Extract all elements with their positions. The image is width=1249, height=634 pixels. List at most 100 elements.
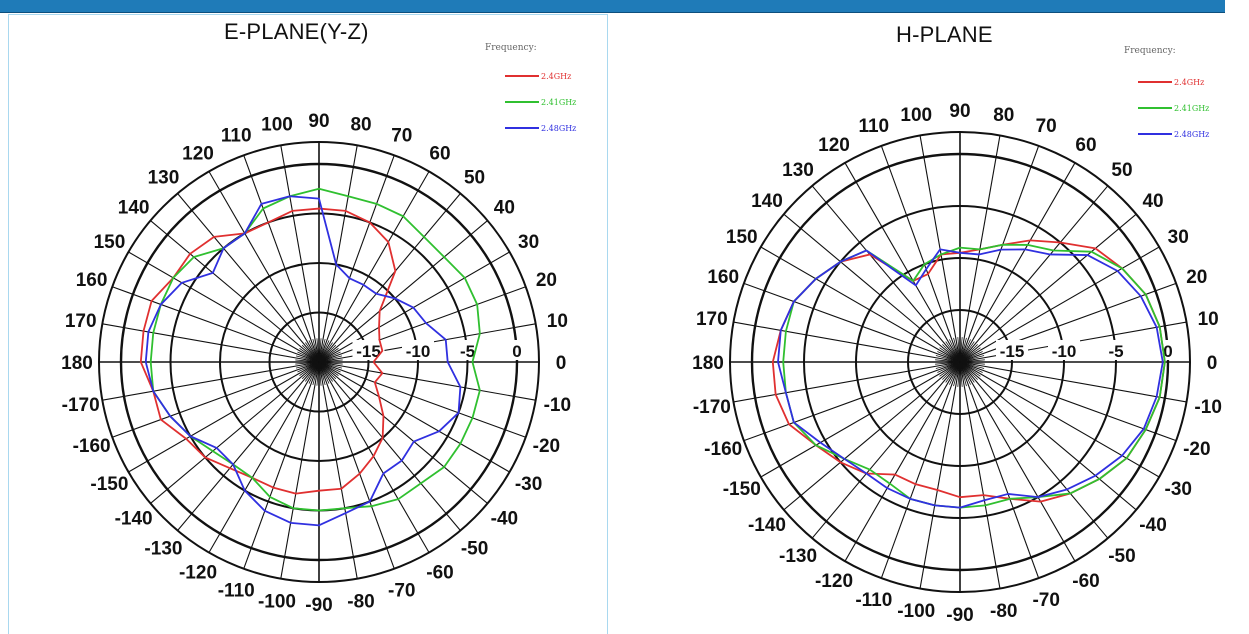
angular-tick-label: -40 [491, 509, 518, 530]
angular-tick-label: -140 [115, 509, 153, 530]
grid-spoke [177, 193, 320, 363]
center-hatch [953, 361, 961, 387]
center-hatch [959, 351, 983, 363]
center-hatch [312, 361, 320, 386]
angular-tick-label: 40 [1142, 191, 1163, 212]
legend-label: 2.48GHz [1174, 130, 1209, 139]
angular-tick-label: 10 [1198, 309, 1219, 330]
center-hatch [297, 361, 320, 373]
center-hatch [937, 361, 961, 373]
center-hatch [318, 338, 326, 363]
angular-tick-label: -80 [990, 601, 1017, 622]
radial-tick-label: -10 [1052, 342, 1077, 361]
legend-label: 2.48GHz [541, 124, 576, 133]
grid-spoke [318, 361, 510, 473]
angular-tick-label: 20 [1186, 267, 1207, 288]
angular-tick-label: 170 [65, 311, 97, 332]
grid-spoke [959, 361, 1109, 539]
grid-spoke [760, 246, 961, 363]
grid-spoke [102, 323, 320, 363]
angular-tick-label: 100 [261, 115, 293, 136]
center-hatch [959, 361, 983, 373]
center-hatch [301, 344, 320, 363]
center-hatch [318, 361, 326, 386]
center-hatch [953, 337, 961, 363]
center-hatch [301, 361, 320, 380]
grid-spoke [733, 361, 961, 403]
angular-tick-label: -20 [1183, 439, 1210, 460]
grid-spoke [959, 162, 1076, 363]
angular-tick-label: 0 [1207, 353, 1218, 374]
center-hatch [295, 361, 320, 365]
center-hatch [957, 337, 961, 363]
grid-spoke [150, 220, 320, 363]
grid-spoke [318, 171, 430, 363]
grid-spoke [959, 361, 1187, 403]
angular-tick-label: 60 [1075, 135, 1096, 156]
angular-tick-label: -90 [305, 595, 332, 616]
angular-tick-label: 50 [464, 168, 485, 189]
grid-spoke [959, 361, 1137, 511]
radial-tick-label: 0 [512, 342, 521, 361]
center-hatch [312, 338, 320, 363]
center-hatch [959, 347, 981, 363]
center-hatch [959, 361, 985, 369]
angular-tick-label: 70 [391, 126, 412, 147]
grid-spoke [318, 361, 395, 569]
angular-tick-label: 90 [308, 111, 329, 132]
angular-tick-label: -170 [62, 395, 100, 416]
center-hatch [959, 361, 981, 377]
angular-tick-label: -70 [388, 580, 415, 601]
center-hatch [939, 361, 961, 377]
angular-tick-label: 70 [1036, 116, 1057, 137]
radial-tick-label: -15 [356, 342, 381, 361]
angular-tick-label: 150 [726, 227, 758, 248]
center-hatch [318, 361, 339, 376]
angular-tick-label: 180 [692, 353, 724, 374]
legend-label: 2.41GHz [1174, 104, 1209, 113]
angular-tick-label: 60 [429, 143, 450, 164]
grid-spoke [318, 220, 488, 363]
center-hatch [935, 359, 961, 363]
grid-spoke [959, 361, 1040, 579]
center-hatch [959, 361, 975, 383]
angular-tick-label: 120 [182, 143, 214, 164]
grid-spoke [318, 145, 358, 363]
angular-tick-label: 110 [858, 116, 889, 137]
center-hatch [959, 344, 978, 363]
grid-spoke [128, 361, 320, 473]
grid-spoke [177, 361, 320, 531]
radial-label-bg [352, 340, 385, 360]
grid-spoke [743, 361, 961, 442]
grid-spoke [208, 361, 320, 553]
grid-spoke [318, 361, 430, 553]
grid-spoke [733, 321, 961, 363]
angular-tick-label: -150 [723, 479, 761, 500]
grid-spoke [128, 251, 320, 363]
center-hatch [316, 338, 320, 363]
grid-spoke [844, 162, 961, 363]
center-hatch [305, 361, 320, 382]
angular-tick-label: -30 [515, 474, 542, 495]
angular-tick-label: -10 [1194, 397, 1221, 418]
center-hatch [959, 361, 985, 365]
center-hatch [318, 361, 333, 382]
series-line [144, 195, 462, 527]
grid-spoke [959, 246, 1160, 363]
grid-spoke [208, 171, 320, 363]
center-hatch [942, 344, 961, 363]
center-hatch [959, 337, 963, 363]
radial-label-bg [1048, 340, 1080, 360]
angular-tick-label: 80 [350, 115, 371, 136]
angular-tick-label: -170 [693, 397, 731, 418]
grid-spoke [318, 361, 358, 579]
center-hatch [318, 340, 330, 363]
grid-spoke [959, 361, 1076, 562]
center-hatch [959, 361, 967, 387]
radial-tick-label: -10 [406, 342, 431, 361]
center-hatch [295, 355, 320, 363]
angular-tick-label: -100 [897, 601, 935, 622]
grid-spoke [243, 361, 320, 569]
grid-spoke [880, 145, 961, 363]
radial-label-bg [1100, 340, 1132, 360]
